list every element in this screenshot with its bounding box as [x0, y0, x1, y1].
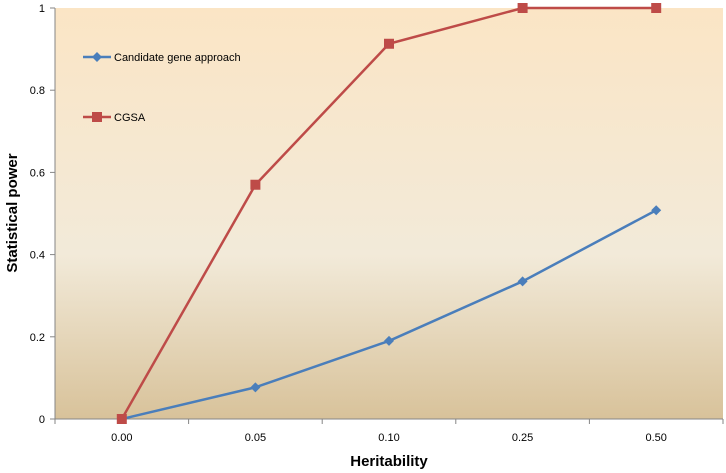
y-tick-label: 0.6	[30, 167, 45, 179]
data-point-cgsa	[651, 3, 662, 13]
legend-marker-cgsa	[92, 112, 102, 122]
y-tick-label: 1	[39, 3, 45, 15]
legend-label-cgsa: CGSA	[114, 112, 146, 124]
data-point-cgsa	[384, 38, 394, 49]
data-point-candidate-gene-approach	[517, 276, 528, 287]
y-axis-ticks: 0 0.2 0.4 0.6 0.8 1	[30, 3, 55, 426]
data-point-candidate-gene-approach	[250, 382, 261, 393]
data-point-cgsa	[517, 3, 528, 13]
x-tick-label: 0.25	[512, 432, 533, 444]
legend-label-candidate-gene-approach: Candidate gene approach	[114, 52, 241, 64]
x-axis-title: Heritability	[350, 453, 428, 470]
data-point-candidate-gene-approach	[651, 205, 662, 216]
legend-marker-candidate-gene-approach	[92, 52, 102, 62]
y-tick-label: 0	[39, 414, 45, 426]
y-axis-title: Statistical power	[4, 153, 21, 272]
x-axis-ticks: 0.00 0.05 0.10 0.25 0.50	[54, 419, 724, 444]
x-tick-label: 0.10	[378, 432, 399, 444]
plot-area	[55, 8, 723, 419]
series-layer	[116, 3, 662, 424]
y-tick-label: 0.8	[30, 85, 45, 97]
x-tick-label: 0.50	[645, 432, 666, 444]
data-point-candidate-gene-approach	[384, 335, 394, 346]
data-point-cgsa	[116, 414, 127, 424]
y-tick-label: 0.4	[30, 250, 45, 262]
legend: Candidate gene approach CGSA	[83, 52, 241, 124]
y-tick-label: 0.2	[30, 332, 45, 344]
x-tick-label: 0.00	[111, 432, 132, 444]
x-tick-label: 0.05	[245, 432, 266, 444]
data-point-cgsa	[250, 179, 261, 190]
